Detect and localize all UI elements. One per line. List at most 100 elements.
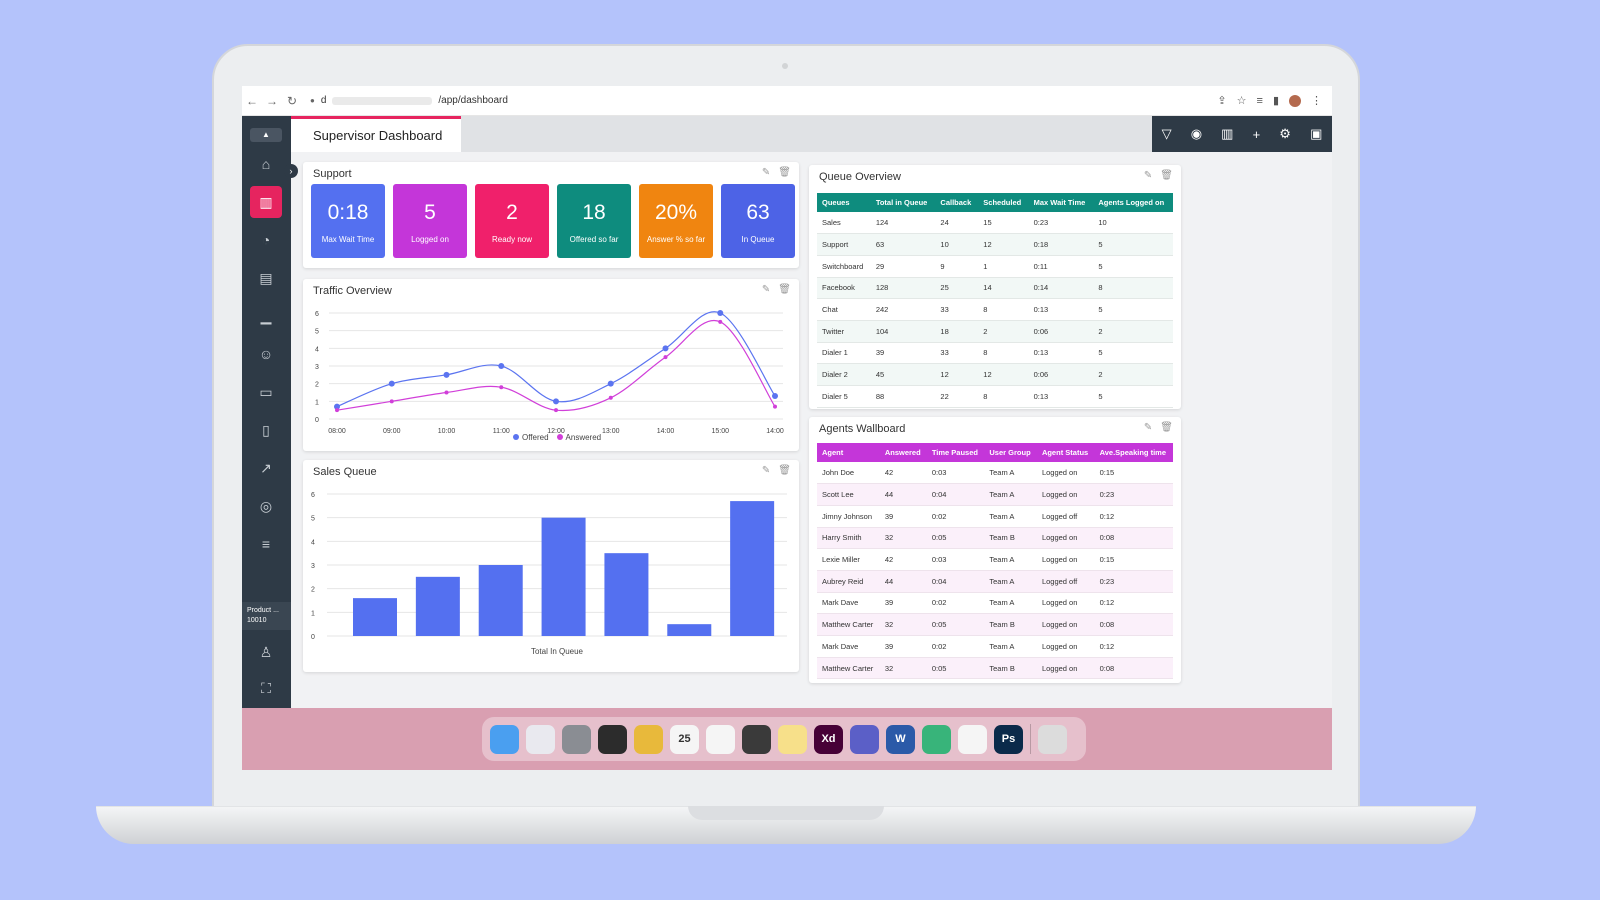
book-icon[interactable]: ▯ [262,421,270,438]
data-point-answered[interactable] [663,355,668,360]
agent-row[interactable]: Jimny Johnson 39 0:02 Team A Logged off 0:12 [817,505,1173,528]
agent-row[interactable]: Matthew Carter 32 0:05 Team B Logged on 0:08 [817,613,1173,636]
share-icon[interactable]: ⇪ [1217,95,1227,107]
data-point-offered[interactable] [772,393,778,400]
dock-photoshop-icon[interactable]: Ps [994,724,1023,754]
bar[interactable] [604,553,649,636]
sidepanel-icon[interactable]: ▮ [1272,95,1279,107]
data-point-answered[interactable] [718,319,723,324]
back-icon[interactable]: ← [246,93,258,108]
more-icon[interactable]: ⋮ [1311,95,1322,107]
edit-icon[interactable]: ✎ [761,167,771,178]
edit-icon[interactable]: ✎ [761,284,771,295]
dock-vpn-icon[interactable] [922,724,951,754]
data-point-answered[interactable] [444,390,449,395]
dock-xd-icon[interactable]: Xd [814,724,843,754]
sidebar-toggle-icon[interactable]: › [284,164,298,178]
queue-row[interactable]: Twitter 104 18 2 0:06 2 [817,320,1173,343]
dock-settings-icon[interactable] [562,724,591,754]
bar-chart-icon[interactable]: ▁ [260,307,272,324]
address-bar[interactable]: ● d /app/dashboard [310,95,508,106]
fullscreen-icon[interactable]: ⛶ [261,679,271,696]
queue-row[interactable]: Dialer 2 45 12 12 0:06 2 [817,363,1173,386]
queue-row[interactable]: Dialer 5 88 22 8 0:13 5 [817,385,1173,408]
data-point-answered[interactable] [608,395,613,400]
dock-slack-icon[interactable] [706,724,735,754]
data-point-answered[interactable] [335,408,339,413]
agent-row[interactable]: Mark Dave 39 0:02 Team A Logged on 0:12 [817,635,1173,658]
collapse-up-icon[interactable]: ▲ [250,128,282,142]
edit-icon[interactable]: ✎ [1143,422,1153,433]
trash-icon[interactable]: ▥ [1221,126,1234,141]
camera-icon[interactable]: ◎ [259,497,273,514]
dock-trash-icon[interactable] [1038,724,1067,754]
library-icon[interactable]: ≡ [261,536,271,552]
save-icon[interactable]: ▣ [1310,126,1323,141]
queue-row[interactable]: Dialer 1 39 33 8 0:13 5 [817,342,1173,365]
delete-icon[interactable]: 🗑 [1160,422,1173,433]
dock-notes-icon[interactable] [778,724,807,754]
queue-row[interactable]: Sales 124 24 15 0:23 10 [817,212,1173,235]
queue-row[interactable]: Facebook 128 25 14 0:14 8 [817,277,1173,300]
dock-launchpad-icon[interactable] [526,724,555,754]
reload-icon[interactable]: ↻ [286,93,298,108]
forward-icon[interactable]: → [266,93,278,108]
agent-row[interactable]: Aubrey Reid 44 0:04 Team A Logged off 0:23 [817,570,1173,593]
home-icon[interactable]: ⌂ [261,156,271,172]
bar[interactable] [353,598,397,636]
agent-row[interactable]: Scott Lee 44 0:04 Team A Logged on 0:23 [817,483,1173,506]
agent-row[interactable]: John Doe 42 0:03 Team A Logged on 0:15 [817,462,1173,485]
queue-row[interactable]: Support 63 10 12 0:18 5 [817,233,1173,256]
data-point-offered[interactable] [443,371,450,378]
wallboard-icon[interactable]: ▤ [259,269,273,286]
pie-chart-icon[interactable]: ◔ [261,232,271,248]
dock-calendar-icon[interactable]: 25 [670,724,699,754]
data-point-offered[interactable] [607,380,614,387]
analytics-icon[interactable]: ▥ [250,186,282,218]
agent-row[interactable]: Lexie Miller 42 0:03 Team A Logged on 0:15 [817,548,1173,571]
devices-icon[interactable]: ▭ [259,383,273,400]
agent-row[interactable]: Harry Smith 32 0:05 Team B Logged on 0:08 [817,527,1173,550]
data-point-offered[interactable] [498,363,505,369]
edit-icon[interactable]: ✎ [1143,170,1153,181]
agent-row[interactable]: Matthew Carter 32 0:05 Team B Logged on 0:08 [817,657,1173,680]
queue-row[interactable]: Switchboard 29 9 1 0:11 5 [817,255,1173,278]
filter-icon[interactable]: ▽ [1161,126,1172,141]
bar[interactable] [478,565,523,636]
product-selector[interactable]: Product ... 10010 [242,602,291,630]
dock-figma-icon[interactable] [598,724,627,754]
delete-icon[interactable]: 🗑 [1160,170,1173,181]
delete-icon[interactable]: 🗑 [778,465,791,476]
data-point-offered[interactable] [334,403,340,410]
data-point-offered[interactable] [662,345,669,352]
settings-icon[interactable]: ⚙ [1279,126,1291,141]
trend-icon[interactable]: ↗ [260,459,272,476]
bar[interactable] [541,517,586,636]
dock-teams-icon[interactable] [850,724,879,754]
bar[interactable] [667,624,712,636]
delete-icon[interactable]: 🗑 [778,284,791,295]
dock-word-icon[interactable]: W [886,724,915,754]
queue-row[interactable]: Chat 242 33 8 0:13 5 [817,298,1173,321]
dock-chrome-icon[interactable] [634,724,663,754]
tab-supervisor-dashboard[interactable]: Supervisor Dashboard [291,116,461,152]
profile-avatar[interactable] [1289,94,1301,107]
agent-row[interactable]: Mark Dave 39 0:02 Team A Logged on 0:12 [817,592,1173,615]
plus-icon[interactable]: + [1252,126,1261,142]
dock-activity-monitor-icon[interactable] [742,724,771,754]
dock-messenger-icon[interactable] [958,724,987,754]
data-point-offered[interactable] [553,398,559,405]
star-icon[interactable]: ☆ [1236,95,1247,107]
dock-finder-icon[interactable] [490,724,519,754]
data-point-answered[interactable] [773,404,777,409]
data-point-answered[interactable] [389,399,394,404]
bar[interactable] [415,576,460,636]
eye-icon[interactable]: ◉ [1190,126,1203,141]
delete-icon[interactable]: 🗑 [778,167,791,178]
data-point-offered[interactable] [717,310,724,316]
edit-icon[interactable]: ✎ [761,465,771,476]
user-icon[interactable]: ♙ [259,643,273,660]
data-point-answered[interactable] [554,408,558,413]
data-point-answered[interactable] [499,385,504,390]
users-icon[interactable]: ☺ [258,346,274,362]
